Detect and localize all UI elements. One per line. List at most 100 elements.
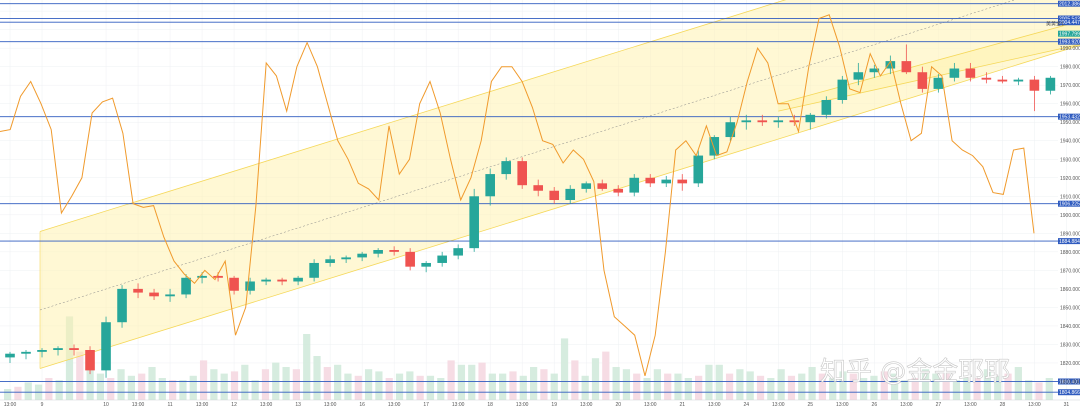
y-tick-label: 1870.000 xyxy=(1060,268,1080,274)
candle-body xyxy=(741,120,752,123)
candle-body xyxy=(565,188,576,200)
candle-body xyxy=(341,257,351,260)
x-tick-label: 13:00 xyxy=(836,402,849,408)
candle-body xyxy=(997,79,1008,82)
volume-bar xyxy=(973,378,981,400)
volume-bar xyxy=(96,373,105,400)
volume-bar xyxy=(488,373,496,400)
volume-bar xyxy=(808,367,816,400)
candle-body xyxy=(133,288,143,293)
volume-bar xyxy=(612,367,620,400)
x-tick-label: 27 xyxy=(936,402,942,408)
candle-body xyxy=(773,120,784,123)
candle-body xyxy=(357,253,367,258)
y-tick-label: 1820.000 xyxy=(1060,361,1080,367)
x-tick-label: 18 xyxy=(487,402,493,408)
volume-bar xyxy=(251,380,259,400)
volume-bar xyxy=(468,364,476,400)
y-tick-label: 1960.000 xyxy=(1060,102,1080,108)
volume-bar xyxy=(911,378,919,400)
candle-body xyxy=(821,100,832,115)
level-label: 1953.432 xyxy=(1059,115,1080,121)
volume-bar xyxy=(798,373,806,400)
volume-bar xyxy=(767,378,775,400)
volume-bar xyxy=(952,380,961,400)
candle-body xyxy=(709,137,720,156)
volume-bar xyxy=(715,364,723,400)
watermark-text: 知乎 @金金耶耶 xyxy=(820,357,1010,387)
volume-bar xyxy=(303,334,311,400)
candle-body xyxy=(373,250,383,254)
candle-body xyxy=(501,161,511,175)
volume-bar xyxy=(1045,378,1053,400)
volume-bar xyxy=(406,371,414,400)
volume-bar xyxy=(530,367,538,400)
candle-body xyxy=(485,174,495,197)
candle-body xyxy=(1029,79,1040,91)
x-tick-label: 20 xyxy=(615,402,621,408)
y-tick-label: 1840.000 xyxy=(1060,324,1080,330)
volume-bar xyxy=(437,378,445,400)
x-tick-label: 13 xyxy=(295,402,301,408)
x-tick-label: 13:00 xyxy=(772,402,785,408)
x-tick-label: 19 xyxy=(551,402,557,408)
candle-body xyxy=(149,292,159,297)
volume-bar xyxy=(777,369,785,400)
candle-body xyxy=(69,348,79,350)
volume-bar xyxy=(179,380,187,400)
channel-lower-line xyxy=(39,44,1080,369)
x-tick-label: 13:00 xyxy=(516,402,529,408)
y-tick-label: 1890.000 xyxy=(1060,231,1080,237)
candle-body xyxy=(53,348,63,350)
x-tick-label: 13:00 xyxy=(260,402,273,408)
level-label: 2004.447 xyxy=(1059,20,1080,26)
inner-channel-fill xyxy=(778,21,1080,112)
volume-bar xyxy=(334,364,342,400)
price-tag xyxy=(1058,30,1080,37)
channel-mid-line xyxy=(39,0,1016,311)
oscillator-line xyxy=(0,14,1035,377)
volume-bar xyxy=(45,378,53,400)
candle-body xyxy=(533,185,544,191)
volume-bar xyxy=(210,369,218,400)
x-tick-label: 13:00 xyxy=(4,402,17,408)
x-tick-label: 13:00 xyxy=(580,402,593,408)
candle-body xyxy=(837,79,848,100)
level-label: 2012.386 xyxy=(1059,2,1080,8)
volume-bar xyxy=(138,373,146,400)
volume-bar xyxy=(241,364,249,400)
volume-bar xyxy=(395,373,404,400)
volume-bar xyxy=(921,369,930,400)
candle-body xyxy=(885,61,896,69)
y-tick-label: 1950.000 xyxy=(1060,120,1080,126)
volume-bar xyxy=(1035,382,1043,400)
candle-body xyxy=(197,275,207,278)
x-tick-label: 12 xyxy=(231,402,237,408)
volume-bar xyxy=(385,378,393,400)
candle-body xyxy=(261,279,271,282)
volume-bar xyxy=(560,338,569,400)
candle-body xyxy=(405,251,415,267)
y-tick-label: 1830.000 xyxy=(1060,342,1080,348)
volume-bar xyxy=(55,380,63,400)
level-label: 1993.920 xyxy=(1059,40,1080,46)
candle-body xyxy=(869,68,880,73)
volume-bar xyxy=(756,375,765,400)
candle-body xyxy=(469,196,479,249)
x-tick-label: 16 xyxy=(359,402,365,408)
volume-bar xyxy=(519,375,527,400)
volume-bar xyxy=(189,375,197,400)
x-tick-label: 13:00 xyxy=(644,402,657,408)
volume-bar xyxy=(4,389,12,400)
level-tag xyxy=(1058,238,1080,245)
level-label: 1884.884 xyxy=(1059,239,1080,245)
y-tick-label: 1910.000 xyxy=(1060,194,1080,200)
volume-bar xyxy=(117,369,125,400)
candle-body xyxy=(181,277,191,295)
candle-body xyxy=(917,72,928,89)
candle-body xyxy=(101,322,111,371)
volume-bar xyxy=(880,371,888,400)
volume-bar xyxy=(571,360,579,400)
volume-bar xyxy=(684,378,692,400)
x-tick-label: 31 xyxy=(1064,402,1070,408)
